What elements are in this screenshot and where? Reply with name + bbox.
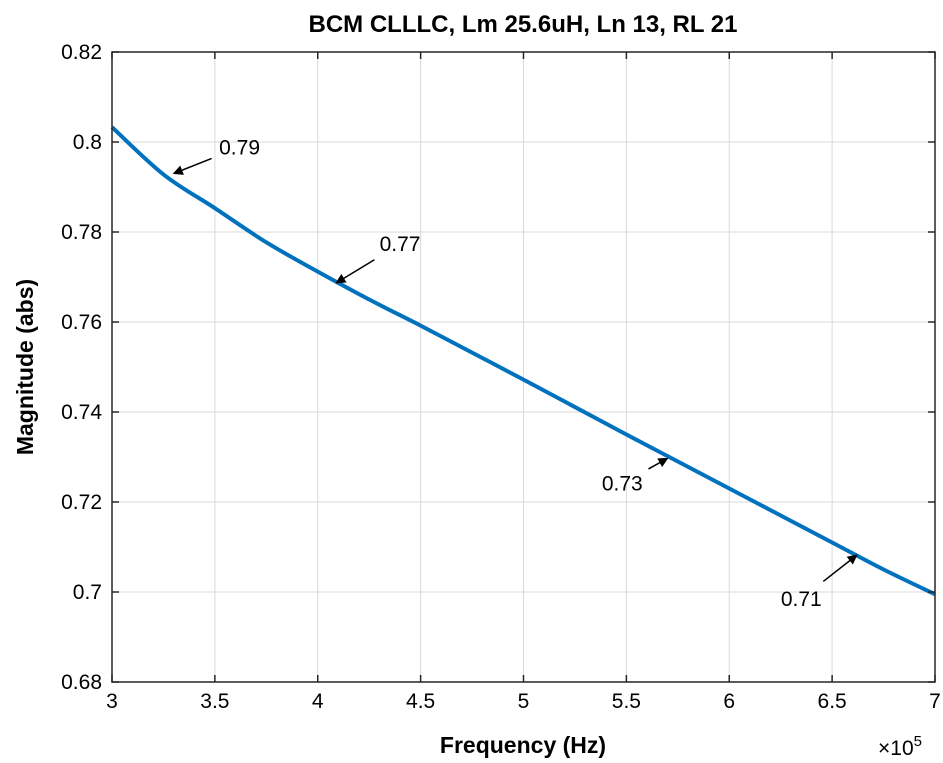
y-tick-label: 0.82 <box>61 41 102 64</box>
y-tick-label: 0.74 <box>61 401 102 424</box>
x-tick-label: 4 <box>312 690 324 713</box>
y-tick-label: 0.7 <box>73 581 102 604</box>
annotation-arrow <box>822 554 858 583</box>
y-tick-label: 0.76 <box>61 311 102 334</box>
x-tick-label: 6.5 <box>818 690 847 713</box>
x-tick-label: 3 <box>106 690 118 713</box>
x-tick-labels: 3 3.5 4 4.5 5 5.5 6 6.5 7 <box>106 690 941 713</box>
x-multiplier: ×105 <box>878 733 922 760</box>
x-multiplier-base: ×10 <box>878 737 914 760</box>
annotation-label: 0.77 <box>380 233 421 256</box>
y-tick-label: 0.8 <box>73 131 102 154</box>
annotation-label: 0.79 <box>219 136 260 159</box>
y-tick-label: 0.68 <box>61 671 102 694</box>
x-multiplier-exponent: 5 <box>914 733 922 750</box>
annotation-arrow <box>648 457 669 470</box>
annotation-arrow <box>335 259 375 284</box>
y-tick-label: 0.78 <box>61 221 102 244</box>
x-tick-label: 3.5 <box>200 690 229 713</box>
x-axis-label: Frequency (Hz) <box>440 732 606 758</box>
series-layer <box>110 125 936 597</box>
x-tick-label: 7 <box>929 690 941 713</box>
y-axis-label: Magnitude (abs) <box>12 279 38 455</box>
y-tick-labels: 0.68 0.7 0.72 0.74 0.76 0.78 0.8 0.82 <box>61 41 102 694</box>
annotations: 0.79 0.77 0.73 0.71 <box>172 136 858 611</box>
x-tick-label: 4.5 <box>406 690 435 713</box>
annotation-label: 0.71 <box>781 588 822 611</box>
x-tick-label: 5 <box>518 690 530 713</box>
y-tick-label: 0.72 <box>61 491 102 514</box>
x-tick-label: 5.5 <box>612 690 641 713</box>
tick-marks <box>111 51 936 683</box>
annotation-label: 0.73 <box>602 473 643 496</box>
series-line <box>110 125 936 597</box>
x-tick-label: 6 <box>723 690 735 713</box>
chart-title: BCM CLLLC, Lm 25.6uH, Ln 13, RL 21 <box>309 11 738 38</box>
annotation-arrow <box>172 157 212 175</box>
